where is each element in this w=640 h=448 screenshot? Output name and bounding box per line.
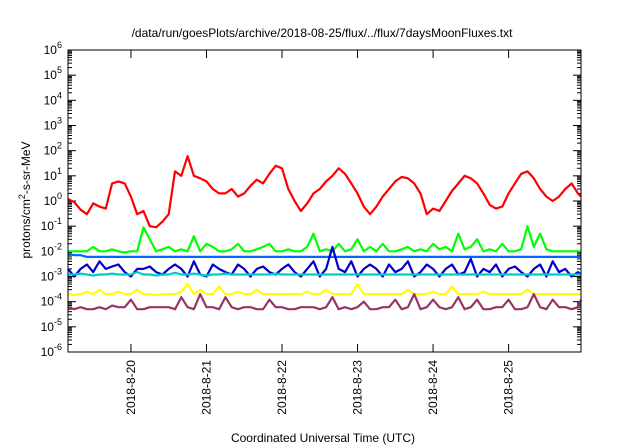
x-tick-label: 2018-8-25	[502, 360, 516, 415]
y-axis-title: protons/cm2-s-sr-MeV	[17, 141, 33, 258]
x-tick-label: 2018-8-24	[426, 360, 440, 415]
y-tick-label: 104	[44, 90, 62, 107]
plot-frame	[67, 49, 582, 353]
series-line-6	[67, 283, 581, 297]
x-tick-label: 2018-8-21	[199, 360, 213, 415]
y-tick-label: 10-3	[41, 267, 62, 284]
y-tick-label: 10-5	[41, 317, 62, 334]
y-tick-label: 102	[44, 141, 62, 158]
series-line-3	[67, 252, 581, 258]
y-axis-label: protons/cm2-s-sr-MeV	[17, 141, 33, 258]
y-axis-label-prefix: protons/cm	[19, 199, 33, 258]
chart-title: /data/run/goesPlots/archive/2018-08-25/f…	[132, 26, 514, 40]
series-line-7	[67, 293, 583, 311]
series-line-2	[68, 225, 581, 254]
x-tick-label: 2018-8-20	[124, 360, 138, 415]
x-tick-label: 2018-8-22	[275, 360, 289, 415]
series-line-1	[67, 155, 582, 229]
y-tick-label: 10-2	[41, 241, 62, 258]
y-axis-label-suffix: -s-sr-MeV	[19, 141, 33, 194]
y-tick-label: 105	[44, 65, 62, 82]
y-tick-label: 103	[44, 116, 62, 133]
y-tick-label: 101	[44, 166, 62, 183]
series-line-4	[67, 245, 582, 278]
y-tick-label: 10-6	[41, 342, 62, 359]
x-axis-ticks: 2018-8-20 2018-8-21 2018-8-22 2018-8-23 2018…	[124, 50, 516, 415]
y-tick-label: 106	[44, 40, 62, 57]
series-lines	[67, 155, 583, 311]
y-axis-ticks: 10-6 10-5 10-4 10-3 10-2 10-1 100 101 102 103 104 1…	[41, 40, 581, 359]
x-tick-label: 2018-8-23	[351, 360, 365, 415]
y-tick-label: 100	[44, 191, 62, 208]
x-axis-label: Coordinated Universal Time (UTC)	[231, 431, 415, 445]
series-line-5	[68, 271, 581, 277]
y-axis-label-superscript: 2	[17, 194, 27, 199]
y-tick-label: 10-1	[41, 216, 62, 233]
y-tick-label: 10-4	[41, 292, 62, 309]
